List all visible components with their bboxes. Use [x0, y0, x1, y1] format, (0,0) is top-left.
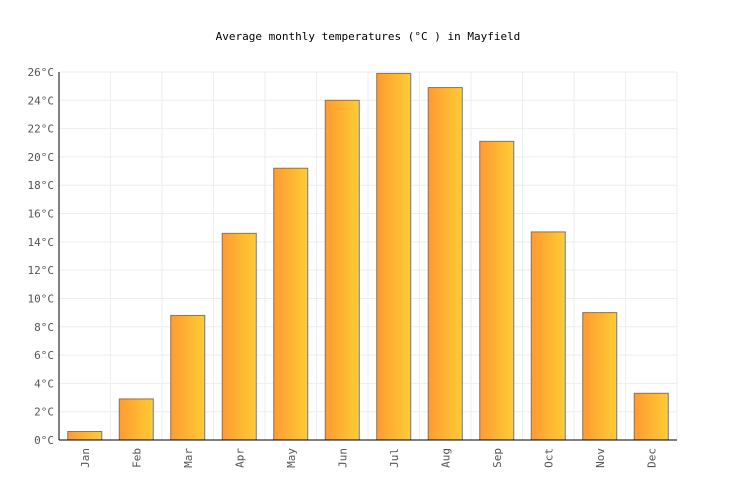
bar-dec — [633, 392, 669, 441]
x-tick-label: Nov — [594, 448, 607, 468]
bar-jun — [324, 99, 360, 441]
y-tick-label: 4°C — [34, 377, 54, 390]
bar-may — [273, 167, 309, 441]
bar-jan — [67, 431, 103, 441]
x-tick-label: Aug — [439, 448, 452, 468]
chart-title: Average monthly temperatures (°C ) in Ma… — [216, 30, 521, 43]
x-tick-label: Jan — [79, 448, 92, 468]
y-tick-label: 18°C — [28, 179, 55, 192]
x-tick-label: Feb — [130, 448, 143, 468]
x-tick-label: Sep — [491, 448, 504, 468]
bar-oct — [530, 231, 566, 441]
bar-mar — [170, 314, 206, 441]
x-tick-label: Dec — [645, 448, 658, 468]
x-tick-label: Mar — [182, 448, 195, 468]
x-tick-label: May — [285, 448, 298, 468]
bar-feb — [118, 398, 154, 441]
y-tick-label: 0°C — [34, 434, 54, 447]
x-tick-label: Oct — [542, 448, 555, 468]
y-tick-label: 14°C — [28, 236, 55, 249]
bar-apr — [221, 232, 257, 441]
bar-nov — [582, 312, 618, 441]
y-tick-label: 24°C — [28, 94, 55, 107]
x-tick-label: Jun — [336, 448, 349, 468]
y-tick-label: 12°C — [28, 264, 55, 277]
bar-aug — [427, 87, 463, 441]
x-tick-label: Jul — [388, 448, 401, 468]
y-tick-label: 20°C — [28, 151, 55, 164]
y-tick-label: 8°C — [34, 321, 54, 334]
y-tick-label: 6°C — [34, 349, 54, 362]
y-tick-label: 2°C — [34, 406, 54, 419]
bar-sep — [479, 140, 515, 441]
x-tick-label: Apr — [233, 448, 246, 468]
y-tick-label: 16°C — [28, 208, 55, 221]
y-tick-label: 22°C — [28, 123, 55, 136]
y-tick-label: 26°C — [28, 66, 55, 79]
bar-jul — [376, 72, 412, 441]
y-tick-label: 10°C — [28, 292, 55, 305]
